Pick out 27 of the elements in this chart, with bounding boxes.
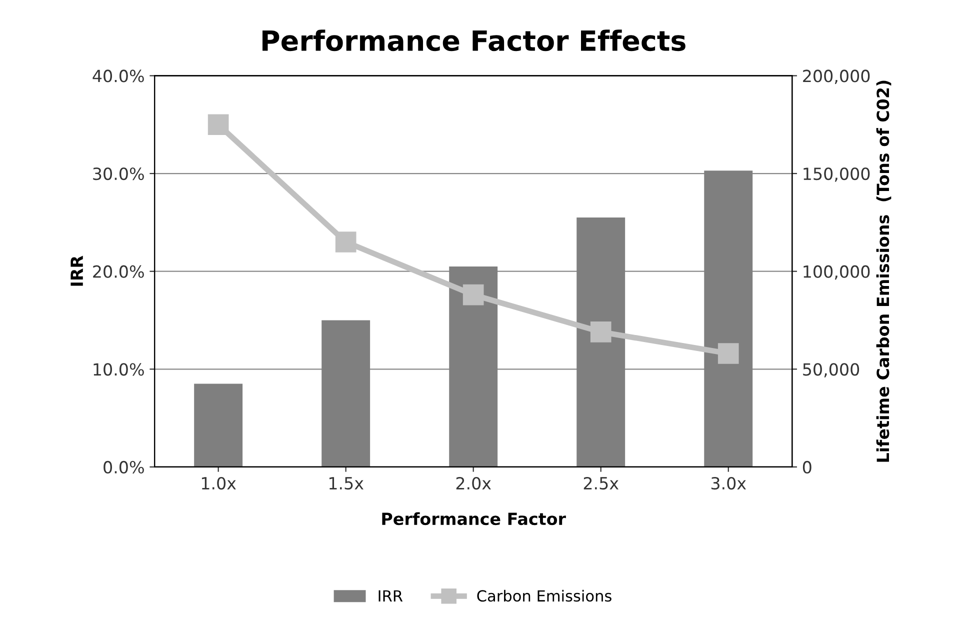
- chart-title: Performance Factor Effects: [262, 30, 686, 52]
- point: [462, 284, 484, 306]
- y2-tick-label: 0: [802, 460, 812, 474]
- point: [590, 322, 612, 342]
- x-tick-label: 2.0x: [456, 476, 491, 490]
- x-tick-label: 2.5x: [584, 476, 618, 490]
- legend-label: Carbon Emissions: [477, 590, 612, 602]
- x-tick-label: 3.0x: [711, 476, 746, 490]
- y-tick-label: 30.0%: [93, 167, 144, 180]
- y-tick-label: 0.0%: [104, 460, 144, 474]
- y2-tick-label: 200,000: [803, 70, 870, 84]
- y-axis-title: IRR: [70, 256, 83, 286]
- y2-tick-label: 150,000: [804, 167, 870, 182]
- legend-label: IRR: [378, 590, 403, 602]
- point: [335, 232, 356, 252]
- x-tick-label: 1.5x: [329, 477, 364, 490]
- bar: [194, 384, 243, 467]
- y2-tick-label: 50,000: [803, 363, 860, 378]
- y-tick-label: 40.0%: [92, 70, 144, 82]
- point: [208, 114, 229, 136]
- y2-axis-title: Lifetime Carbon Emissions (Tons of C02): [876, 80, 892, 462]
- x-tick-label: 1.0x: [202, 476, 236, 490]
- y-tick-label: 10.0%: [94, 363, 144, 376]
- y2-tick-label: 100,000: [804, 265, 870, 280]
- point: [718, 343, 739, 364]
- x-axis-title: Performance Factor: [382, 512, 566, 526]
- y-tick-label: 20.0%: [93, 265, 144, 278]
